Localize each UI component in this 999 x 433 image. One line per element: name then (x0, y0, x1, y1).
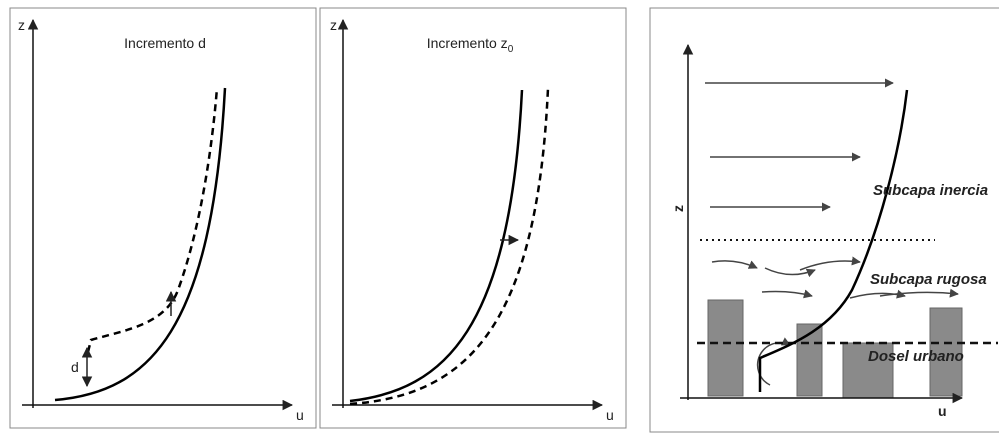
axis-label: z (18, 17, 25, 33)
annotation: d (71, 359, 79, 375)
axis-label: u (606, 407, 614, 423)
layer-label: Subcapa rugosa (870, 271, 987, 288)
axis-label: u (938, 403, 947, 419)
panel-d: z u Incremento d d (9, 7, 317, 429)
profile-curve (349, 89, 524, 403)
layer-label: Dosel urbano (868, 348, 964, 365)
panel-frame (319, 7, 627, 429)
axis-label: u (296, 407, 304, 423)
title-subscript: 0 (508, 44, 514, 55)
axis-label: z (330, 17, 337, 33)
panel-z0: z u Incremento z0 (319, 7, 627, 429)
profile-curve (758, 89, 909, 392)
shifted-curve (349, 87, 550, 406)
shifted-curve (86, 87, 219, 353)
panel-frame (649, 7, 999, 433)
building (842, 342, 894, 399)
building (796, 323, 823, 397)
building (929, 307, 963, 397)
layer-label: Subcapa inercia (873, 182, 988, 199)
panel-title: Incremento z0 (427, 35, 514, 55)
panel-frame (9, 7, 317, 429)
axis-label: z (670, 205, 686, 212)
panel-urban: z u Subcapa inercia Subcapa rugosa Dosel… (649, 7, 999, 433)
title-text: Incremento z (427, 35, 508, 51)
profile-curve (54, 87, 227, 402)
panel-title: Incremento d (124, 35, 206, 51)
building (707, 299, 744, 397)
